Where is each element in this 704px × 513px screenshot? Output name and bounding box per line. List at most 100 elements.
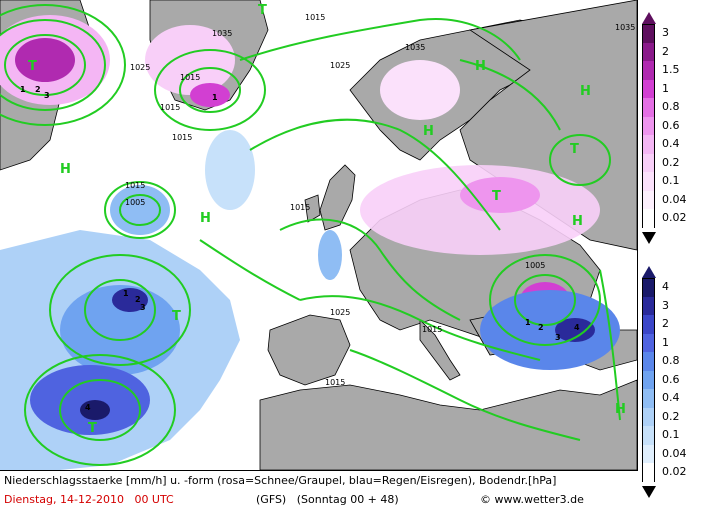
model-run: (GFS) (Sonntag 00 + 48)	[256, 493, 399, 506]
precip-label: 4	[574, 323, 580, 332]
pressure-label: 1015	[422, 325, 442, 334]
rain-scale-top-arrow	[642, 266, 656, 278]
rain_scale-swatch	[642, 333, 655, 352]
pressure-label: 1025	[130, 63, 150, 72]
snow_scale-label: 0.4	[662, 137, 680, 150]
low-marker: T	[28, 59, 37, 74]
precip-label: 3	[140, 303, 146, 312]
snow_scale-label: 0.6	[662, 118, 680, 132]
precip-label: 2	[538, 323, 544, 332]
high-marker: H	[615, 402, 626, 417]
rain_scale-swatch	[642, 296, 655, 315]
snow_scale-label: 2	[662, 44, 669, 58]
rain_scale-swatch	[642, 370, 655, 389]
rain_scale-swatch	[642, 278, 655, 298]
rain_scale-label: 0.6	[662, 372, 680, 386]
rain_scale-swatch	[642, 426, 655, 445]
precip-label: 3	[555, 333, 561, 342]
pressure-label: 1015	[180, 73, 200, 82]
rain_scale-label: 0.8	[662, 354, 680, 367]
high-marker: H	[423, 124, 434, 139]
precip-labels: 1 2 3 1 1 2 3 4 1 2 3 4	[20, 85, 580, 412]
rain_scale-label: 2	[662, 317, 669, 330]
pressure-label: 1015	[125, 181, 145, 190]
rain_scale-label: 0.1	[662, 428, 680, 441]
copyright: © www.wetter3.de	[480, 493, 584, 506]
high-marker: H	[572, 214, 583, 229]
rain_scale-label: 1	[662, 335, 669, 349]
snow_scale-swatch	[642, 116, 655, 135]
snow-scale-top-arrow	[642, 12, 656, 24]
precip-label: 1	[123, 289, 129, 298]
snow-scale-bottom-arrow	[642, 232, 656, 244]
precip-label: 2	[35, 85, 41, 94]
isobars	[0, 4, 621, 466]
pressure-label: 1005	[525, 261, 545, 270]
valid-date: Dienstag, 14-12-2010 00 UTC	[4, 493, 174, 506]
pressure-label: 1025	[330, 308, 350, 317]
high-marker: H	[200, 211, 211, 226]
rain_scale-label: 0.04	[662, 446, 687, 460]
rain_scale-label: 4	[662, 280, 669, 293]
snow_scale-swatch	[642, 135, 655, 154]
pressure-label: 1035	[212, 29, 232, 38]
snow_scale-swatch	[642, 209, 655, 228]
snow_scale-label: 0.2	[662, 155, 680, 169]
precip-label: 2	[135, 295, 141, 304]
snow_scale-swatch	[642, 190, 655, 209]
precip-label: 1	[212, 93, 218, 102]
precip-label: 4	[85, 403, 91, 412]
rain_scale-swatch	[642, 463, 655, 482]
high-marker: H	[60, 162, 71, 177]
low-marker: T	[570, 142, 579, 157]
high-markers: H H H H H H H	[60, 59, 626, 417]
pressure-label: 1015	[325, 378, 345, 387]
rain_scale-swatch	[642, 389, 655, 408]
snow_scale-swatch	[642, 42, 655, 61]
snow_scale-swatch	[642, 79, 655, 98]
pressure-label: 1015	[172, 133, 192, 142]
snow_scale-label: 0.1	[662, 174, 680, 187]
pressure-label: 1035	[405, 43, 425, 52]
low-markers: T T T T T T	[28, 3, 579, 436]
high-marker: H	[475, 59, 486, 74]
weather-map: 1035 1015 1025 1015 1025 1035 1015 1015 …	[0, 0, 638, 471]
snow-color-scale: 3 2 1.5 1 0.8 0.6 0.4 0.2 0.1 0.04 0.02	[640, 12, 704, 244]
rain_scale-label: 0.2	[662, 409, 680, 423]
snow_scale-label: 1.5	[662, 63, 680, 76]
rain_scale-swatch	[642, 444, 655, 463]
pressure-label: 1015	[305, 13, 325, 22]
rain-precip	[0, 130, 620, 470]
precip-label: 1	[20, 85, 26, 94]
pressure-label: 1025	[330, 61, 350, 70]
low-marker: T	[88, 421, 97, 436]
high-marker: H	[580, 84, 591, 99]
snow_scale-swatch	[642, 24, 655, 44]
pressure-labels: 1035 1015 1025 1015 1025 1035 1015 1015 …	[125, 13, 635, 387]
map-canvas: 1035 1015 1025 1015 1025 1035 1015 1015 …	[0, 0, 637, 470]
rain_scale-label: 0.02	[662, 465, 687, 478]
pressure-label: 1015	[160, 103, 180, 112]
snow_scale-label: 0.02	[662, 211, 687, 224]
pressure-label: 1015	[290, 203, 310, 212]
low-marker: T	[492, 189, 501, 204]
rain-color-scale: 4 3 2 1 0.8 0.6 0.4 0.2 0.1 0.04 0.02	[640, 266, 704, 498]
precip-label: 3	[44, 91, 50, 100]
snow_scale-swatch	[642, 153, 655, 172]
snow_scale-label: 1	[662, 81, 669, 95]
rain_scale-swatch	[642, 407, 655, 426]
snow_scale-label: 0.8	[662, 100, 680, 113]
snow_scale-label: 3	[662, 26, 669, 39]
low-marker: T	[258, 3, 267, 18]
pressure-label: 1005	[125, 198, 145, 207]
precip-label: 1	[525, 318, 531, 327]
snow_scale-swatch	[642, 172, 655, 191]
rain_scale-label: 0.4	[662, 391, 680, 404]
snow_scale-swatch	[642, 98, 655, 117]
pressure-label: 1035	[615, 23, 635, 32]
snow_scale-swatch	[642, 61, 655, 80]
rain_scale-swatch	[642, 315, 655, 334]
rain_scale-swatch	[642, 352, 655, 371]
rain_scale-label: 3	[662, 298, 669, 312]
snow_scale-label: 0.04	[662, 192, 687, 206]
